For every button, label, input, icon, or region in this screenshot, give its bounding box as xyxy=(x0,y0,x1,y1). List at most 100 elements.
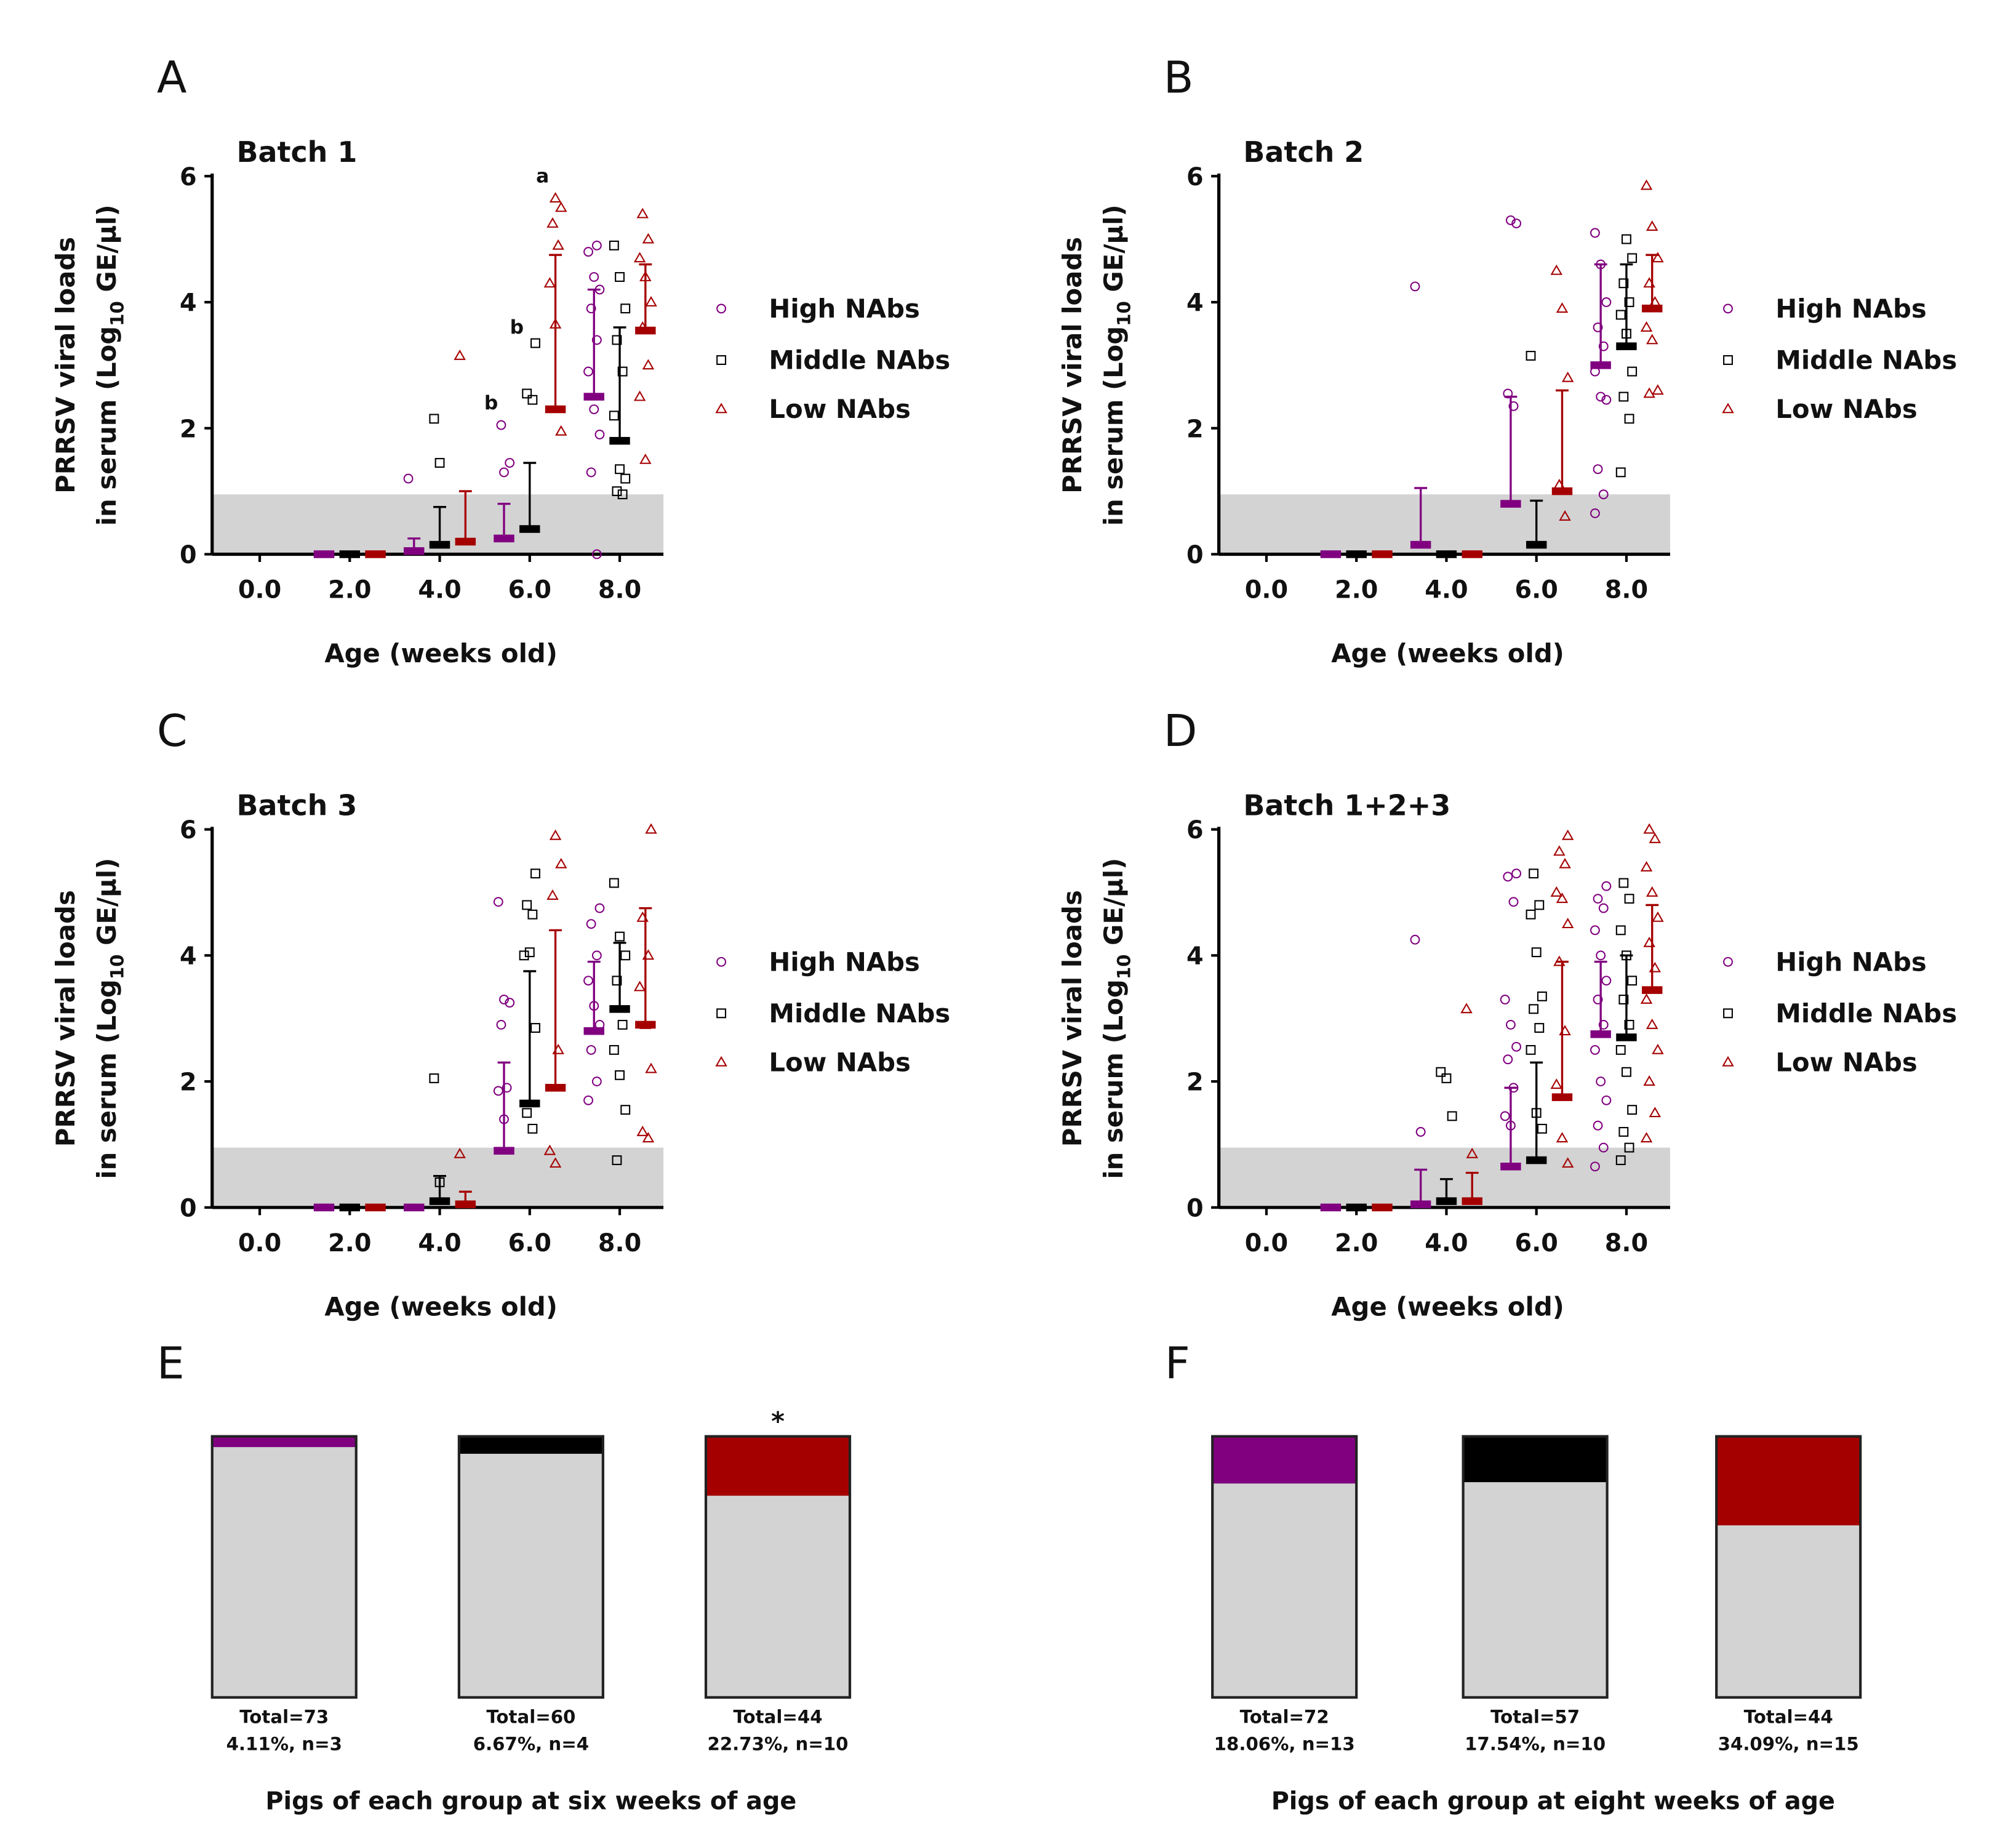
low-nabs-point xyxy=(1561,829,1574,840)
y-label-part: GE/µl) xyxy=(1098,858,1129,955)
median-marker xyxy=(1462,550,1482,558)
median-marker xyxy=(609,1005,630,1013)
bar-positive-low xyxy=(706,1436,850,1496)
median-marker xyxy=(494,1147,514,1155)
legend-label: Low NAbs xyxy=(1775,1047,1917,1077)
median-marker xyxy=(609,436,630,445)
high-nabs-point xyxy=(583,976,594,986)
median-marker xyxy=(365,550,386,558)
middle-nabs-point xyxy=(612,1155,622,1165)
legend-label: Middle NAbs xyxy=(769,998,950,1028)
y-tick-label: 4 xyxy=(1186,289,1204,318)
middle-nabs-point xyxy=(620,303,631,314)
middle-nabs-series xyxy=(1346,234,1638,558)
middle-nabs-point xyxy=(434,458,445,468)
bar-total-label: Total=72 xyxy=(1240,1707,1329,1728)
high-nabs-point xyxy=(1593,1120,1603,1131)
low-nabs-point xyxy=(1556,892,1569,904)
middle-nabs-point xyxy=(1621,234,1631,244)
panel-title: Batch 3 xyxy=(236,789,357,822)
high-nabs-point xyxy=(1410,934,1420,945)
high-nabs-point xyxy=(1723,303,1733,314)
high-nabs-point xyxy=(1503,872,1513,882)
middle-nabs-series xyxy=(339,240,631,558)
middle-nabs-point xyxy=(1624,1142,1634,1153)
median-marker xyxy=(519,1099,540,1108)
low-nabs-point xyxy=(715,403,727,414)
panel-title: Batch 1 xyxy=(236,135,357,169)
low-nabs-point xyxy=(1643,387,1655,398)
low-nabs-point xyxy=(1652,911,1664,922)
high-nabs-point xyxy=(403,473,414,484)
median-marker xyxy=(1590,1030,1611,1038)
panel-letter: D xyxy=(1164,705,1198,756)
middle-nabs-point xyxy=(615,1070,625,1080)
high-nabs-point xyxy=(1601,1095,1612,1105)
low-nabs-point xyxy=(645,295,657,307)
middle-nabs-point xyxy=(1447,1111,1457,1121)
middle-nabs-point xyxy=(1526,909,1536,920)
low-nabs-point xyxy=(549,829,562,840)
low-nabs-point xyxy=(549,192,562,202)
x-tick-label: 0.0 xyxy=(238,1229,281,1257)
low-nabs-point xyxy=(633,252,646,263)
high-nabs-point xyxy=(1593,464,1603,475)
y-axis-label: PRRSV viral loads in serum (Log10 GE/µl) xyxy=(1057,858,1134,1179)
detection-limit-band xyxy=(1218,494,1670,555)
x-tick-label: 4.0 xyxy=(1425,576,1468,604)
panel-b: B Batch 2 0 2 4 6 0.0 2.0 4.0 6.0 8.0 Age (weeks ol… xyxy=(1057,52,1957,668)
y-axis-label: PRRSV viral loads in serum (Log10 GE/µl) xyxy=(50,204,127,526)
median-marker xyxy=(1346,1203,1367,1212)
middle-nabs-point xyxy=(1441,1073,1452,1083)
middle-nabs-point xyxy=(609,240,619,251)
x-tick-label: 4.0 xyxy=(418,576,461,604)
high-nabs-point xyxy=(1598,341,1609,351)
high-nabs-point xyxy=(505,458,515,468)
bar-total-label: Total=60 xyxy=(486,1707,575,1728)
x-tick-label: 8.0 xyxy=(598,576,641,604)
low-nabs-point xyxy=(1722,1056,1734,1067)
high-nabs-point xyxy=(1505,215,1516,225)
median-marker xyxy=(1551,1093,1573,1101)
middle-nabs-point xyxy=(612,335,622,345)
middle-nabs-point xyxy=(609,878,619,888)
median-marker xyxy=(494,534,514,543)
high-nabs-point xyxy=(1601,881,1612,891)
x-tick-label: 2.0 xyxy=(328,576,371,604)
y-axis-label: PRRSV viral loads in serum (Log10 GE/µl) xyxy=(1057,204,1134,526)
y-axis-label-line1: PRRSV viral loads xyxy=(50,890,81,1147)
middle-nabs-point xyxy=(1531,947,1542,958)
high-nabs-point xyxy=(493,897,503,907)
bar-percent-label: 6.67%, n=4 xyxy=(473,1733,589,1754)
high-nabs-point xyxy=(586,1044,596,1055)
bar-outline xyxy=(1462,1435,1609,1699)
low-nabs-point xyxy=(546,217,559,228)
middle-nabs-series xyxy=(339,868,631,1212)
x-tick-label: 8.0 xyxy=(1605,1229,1648,1257)
panel-letter: F xyxy=(1165,1338,1190,1389)
high-nabs-point xyxy=(586,303,596,314)
middle-nabs-point xyxy=(615,931,625,942)
middle-nabs-point xyxy=(615,272,625,282)
low-nabs-point xyxy=(1646,1018,1658,1029)
high-nabs-point xyxy=(499,995,509,1004)
low-nabs-point xyxy=(1646,334,1658,345)
middle-nabs-point xyxy=(716,1008,727,1019)
low-nabs-series xyxy=(1372,823,1664,1212)
low-nabs-point xyxy=(645,1062,657,1073)
y-tick-label: 2 xyxy=(180,415,197,443)
middle-nabs-point xyxy=(1627,1105,1638,1115)
middle-nabs-point xyxy=(612,976,622,986)
middle-nabs-point xyxy=(612,486,622,497)
middle-nabs-point xyxy=(530,338,540,348)
high-nabs-point xyxy=(496,420,506,430)
middle-nabs-point xyxy=(429,1073,439,1083)
middle-nabs-point xyxy=(1618,278,1629,289)
y-label-subscript: 10 xyxy=(107,954,128,979)
median-marker xyxy=(429,1197,450,1205)
middle-nabs-point xyxy=(620,473,631,484)
middle-nabs-point xyxy=(1618,878,1629,888)
high-nabs-point xyxy=(1601,976,1612,986)
high-nabs-series xyxy=(313,240,605,559)
high-nabs-point xyxy=(1590,1044,1600,1055)
